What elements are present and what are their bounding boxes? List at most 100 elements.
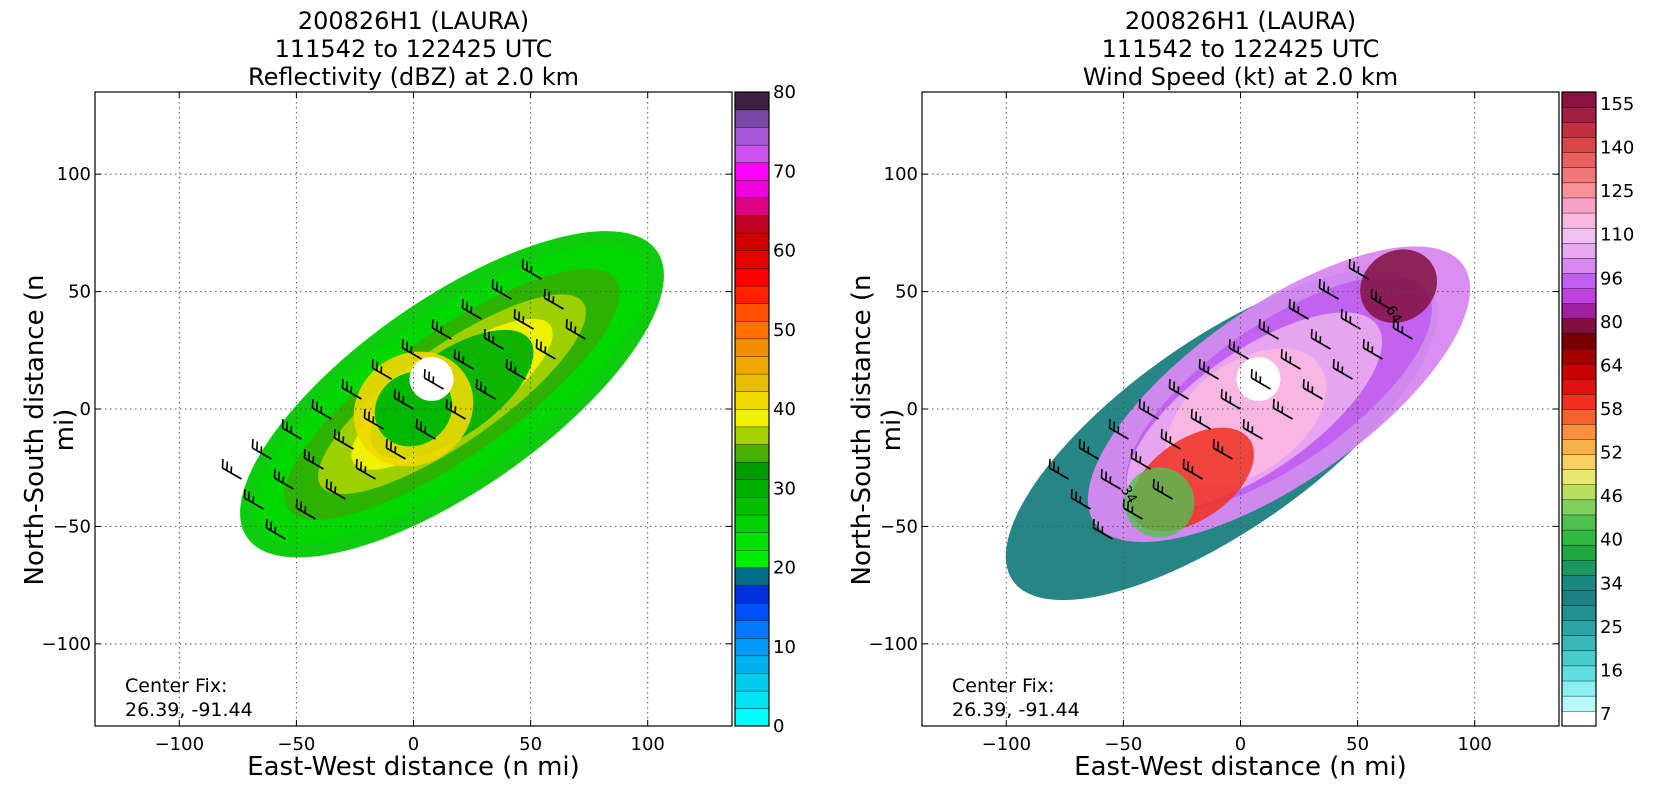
wind-barb xyxy=(1152,479,1173,500)
y-tick-label: 0 xyxy=(907,399,918,420)
wind-barb xyxy=(1258,319,1279,340)
colorbar-swatch xyxy=(734,373,770,392)
colorbar-tick-label: 20 xyxy=(773,558,796,579)
wind-barb xyxy=(1160,429,1181,450)
colorbar-tick-label: 10 xyxy=(773,637,796,658)
wind-barb xyxy=(1302,379,1323,400)
wind-barb xyxy=(363,409,384,430)
storm-band xyxy=(240,231,664,558)
wind-barb xyxy=(483,329,504,350)
colorbar-tick-label: 34 xyxy=(1600,573,1623,594)
wind-barb xyxy=(295,499,316,520)
eye xyxy=(1236,357,1281,401)
colorbar-swatch xyxy=(1561,469,1597,485)
colorbar-swatch xyxy=(734,549,770,569)
storm-band xyxy=(1005,246,1471,601)
colorbar-tick-label: 52 xyxy=(1600,443,1623,464)
colorbar-swatch xyxy=(734,355,770,375)
colorbar-swatch xyxy=(734,584,770,604)
wind-barb xyxy=(1108,419,1129,440)
colorbar-tick-label: 155 xyxy=(1600,94,1634,115)
colorbar-swatch xyxy=(1561,574,1597,591)
colorbar-swatch xyxy=(1561,272,1597,289)
y-tick-label: 0 xyxy=(80,399,91,420)
colorbar-swatch xyxy=(1561,620,1597,636)
colorbar-tick-label: 40 xyxy=(1600,530,1623,551)
colorbar-tick-label: 125 xyxy=(1600,181,1634,202)
wind-barb xyxy=(1190,409,1211,430)
colorbar-swatch xyxy=(734,532,770,551)
x-tick-label: 0 xyxy=(408,734,419,755)
wind-barb xyxy=(1130,449,1151,470)
reflectivity-panel: 200826H1 (LAURA) 111542 to 122425 UTC Re… xyxy=(20,7,796,782)
colorbar-swatch xyxy=(734,127,770,146)
wind-barb xyxy=(461,299,482,320)
wind-barb xyxy=(325,479,346,500)
wind-barb xyxy=(521,259,542,280)
colorbar-swatch xyxy=(734,620,770,639)
colorbar-swatch xyxy=(1561,454,1597,470)
colorbar-swatch xyxy=(1561,635,1597,652)
colorbar-swatch xyxy=(1561,363,1597,380)
colorbar-tick-label: 140 xyxy=(1600,138,1634,159)
wind-barb xyxy=(1048,459,1069,480)
colorbar-swatch xyxy=(734,303,770,322)
reflectivity-plot: −100 −50 0 50 100 −100 −50 0 50 100 0 10 20 30 40 50 60 7… xyxy=(42,82,796,755)
y-tick-label: −100 xyxy=(42,634,91,655)
colorbar-swatch xyxy=(734,708,770,727)
chart-title-line3: Wind Speed (kt) at 2.0 km xyxy=(1082,63,1399,91)
colorbar-swatch xyxy=(734,391,770,410)
colorbar-swatch xyxy=(1561,197,1597,214)
colorbar-swatch xyxy=(1561,665,1597,682)
colorbar-swatch xyxy=(1561,589,1597,606)
colorbar-swatch xyxy=(734,285,770,304)
wind-barb xyxy=(1138,399,1159,420)
colorbar-tick-label: 0 xyxy=(773,716,784,737)
colorbar-swatch xyxy=(1561,257,1597,274)
colorbar-swatch xyxy=(734,267,770,287)
colorbar-tick-label: 80 xyxy=(1600,312,1623,333)
colorbar-swatch xyxy=(1561,499,1597,516)
wind-barb xyxy=(303,449,324,470)
wind-barb xyxy=(415,419,436,440)
wind-barb xyxy=(1288,299,1309,320)
eye xyxy=(409,357,454,401)
colorbar-tick-label: 46 xyxy=(1600,486,1623,507)
colorbar-tick-label: 50 xyxy=(773,320,796,341)
wind-barb xyxy=(1212,439,1233,460)
colorbar-swatch xyxy=(1561,318,1597,335)
chart-title-line3: Reflectivity (dBZ) at 2.0 km xyxy=(248,63,579,91)
wind-barb xyxy=(311,399,332,420)
x-tick-label: −100 xyxy=(982,734,1031,755)
colorbar-swatch xyxy=(734,514,770,533)
x-tick-label: 100 xyxy=(1458,734,1492,755)
wind-barb xyxy=(1392,319,1413,340)
colorbar-swatch xyxy=(734,197,770,216)
wind-barb xyxy=(1100,469,1121,490)
x-tick-label: 50 xyxy=(1346,734,1369,755)
colorbar-swatch xyxy=(734,338,770,357)
colorbar-swatch xyxy=(734,602,770,621)
colorbar-swatch xyxy=(1561,423,1597,440)
wind-barb xyxy=(1242,419,1263,440)
colorbar-swatch xyxy=(734,567,770,586)
wind-barb xyxy=(505,359,526,380)
colorbar-swatch xyxy=(1561,227,1597,244)
y-tick-label: 100 xyxy=(57,164,91,185)
data-field xyxy=(240,231,664,558)
wind-mid-region xyxy=(1124,467,1195,538)
chart-title-line1: 200826H1 (LAURA) xyxy=(1124,7,1357,35)
wind-barb xyxy=(1122,499,1143,520)
colorbar-tick-label: 25 xyxy=(1600,617,1623,638)
wind-barb xyxy=(355,459,376,480)
wind-barbs xyxy=(221,259,586,540)
colorbar-swatch xyxy=(1561,484,1597,501)
colorbar-tick-label: 7 xyxy=(1600,704,1611,725)
colorbar-swatch xyxy=(1561,91,1597,108)
wind-barb xyxy=(1250,369,1271,390)
y-tick-label: 50 xyxy=(895,282,918,303)
data-field xyxy=(1005,246,1471,601)
wind-barb xyxy=(543,289,564,310)
colorbar-swatch xyxy=(1561,288,1597,304)
colorbar-tick-label: 30 xyxy=(773,478,796,499)
